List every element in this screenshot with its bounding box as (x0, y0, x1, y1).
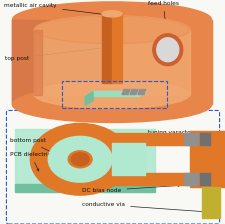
Text: DC bias node: DC bias node (82, 184, 180, 193)
Text: bottom post: bottom post (10, 138, 77, 165)
Ellipse shape (34, 16, 190, 44)
Polygon shape (15, 184, 155, 192)
Polygon shape (112, 14, 122, 83)
Polygon shape (85, 92, 93, 106)
Ellipse shape (30, 123, 130, 195)
Polygon shape (190, 131, 225, 187)
Polygon shape (112, 133, 190, 145)
Text: tuning varactors: tuning varactors (148, 130, 196, 140)
Polygon shape (122, 90, 130, 95)
Polygon shape (12, 20, 112, 104)
Text: top post: top post (5, 46, 108, 61)
Polygon shape (200, 20, 211, 104)
Ellipse shape (102, 11, 122, 17)
Polygon shape (130, 90, 138, 95)
Bar (200, 133, 210, 145)
Text: conductive via: conductive via (82, 202, 206, 213)
Text: PCB dielectric: PCB dielectric (10, 152, 51, 171)
Ellipse shape (12, 86, 211, 123)
Polygon shape (102, 14, 112, 83)
Bar (62, 81, 167, 108)
Bar (184, 173, 198, 185)
Ellipse shape (34, 81, 190, 108)
Polygon shape (138, 90, 146, 95)
Polygon shape (34, 30, 190, 95)
Polygon shape (85, 92, 147, 97)
Ellipse shape (157, 38, 179, 62)
Ellipse shape (71, 153, 89, 166)
Ellipse shape (153, 34, 183, 66)
Ellipse shape (12, 2, 211, 38)
Polygon shape (15, 129, 155, 184)
Ellipse shape (48, 136, 112, 182)
Polygon shape (202, 187, 220, 218)
Polygon shape (112, 20, 212, 104)
Polygon shape (112, 143, 145, 175)
Bar (184, 133, 198, 145)
Polygon shape (112, 173, 190, 185)
FancyBboxPatch shape (7, 110, 220, 224)
Text: feed holes: feed holes (148, 1, 179, 41)
Polygon shape (34, 30, 42, 95)
Ellipse shape (34, 16, 190, 44)
Text: metallic air cavity: metallic air cavity (4, 3, 144, 20)
Bar (200, 173, 210, 185)
Polygon shape (12, 20, 24, 104)
Ellipse shape (68, 151, 92, 168)
